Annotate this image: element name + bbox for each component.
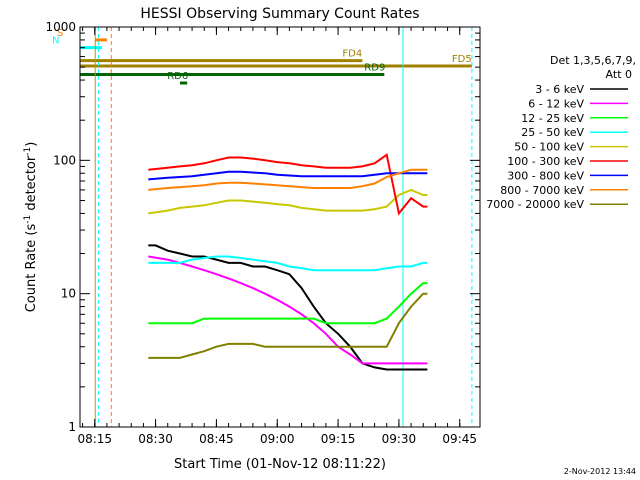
legend-label: 25 - 50 keV [521,126,584,139]
series-line [148,153,428,216]
flag-label: FD4 [342,49,362,60]
y-tick-label: 10 [61,287,76,301]
marker-lines [94,27,473,427]
series-line [148,255,428,365]
timestamp: 2-Nov-2012 13:44 [564,467,636,476]
y-tick-label: 1000 [45,20,76,34]
x-tick-label: 08:45 [199,432,234,446]
x-tick-label: 08:30 [138,432,173,446]
y-axis-label: Count Rate (s-1 detector-1) [23,142,39,313]
flag-label: RD9 [364,63,385,74]
y-axis-label-main: Count Rate (s [24,224,39,313]
legend-title-2: Att 0 [606,68,632,81]
y-axis-label-mid: detector [24,155,39,215]
legend-label: 6 - 12 keV [528,97,584,110]
series-line [148,168,428,191]
legend-label: 100 - 300 keV [507,155,584,168]
flag-label: FD5 [452,54,472,65]
legend-title-1: Det 1,3,5,6,7,9, [550,54,636,67]
y-axis-label-end: ) [24,142,39,147]
series-line [148,244,428,371]
plot-frame [79,26,481,428]
series-line [148,188,428,215]
y-axis-label-sup2: -1 [23,147,33,156]
legend-label: 300 - 800 keV [507,169,584,182]
x-axis-label: Start Time (01-Nov-12 08:11:22) [174,457,386,472]
legend-label: 7000 - 20000 keV [486,198,584,211]
x-tick-label: 09:45 [442,432,477,446]
x-tick-label: 09:30 [382,432,417,446]
x-tick-label: 09:15 [321,432,356,446]
series-line [148,255,428,272]
series-line [148,170,428,181]
flag-bars: SN FD4 FD5 RD9 RD6 [52,28,472,85]
flag-label: S [57,28,63,39]
axis-ticks: 08:15 08:30 08:45 09:00 09:15 09:30 09:45 1 10 10… [45,20,480,446]
legend-label: 12 - 25 keV [521,112,584,125]
legend-label: 800 - 7000 keV [500,184,584,197]
y-axis-label-sup1: -1 [23,215,33,224]
y-tick-label: 100 [53,153,76,167]
series-group [148,153,428,371]
flag-label: N [52,36,59,47]
x-tick-label: 08:15 [77,432,112,446]
y-tick-label: 1 [68,420,76,434]
series-line [148,282,428,325]
series-line [148,292,428,359]
legend-label: 50 - 100 keV [514,141,584,154]
legend-label: 3 - 6 keV [535,83,584,96]
flag-label: RD6 [167,71,188,82]
x-tick-label: 09:00 [260,432,295,446]
chart-title: HESSI Observing Summary Count Rates [140,6,419,22]
